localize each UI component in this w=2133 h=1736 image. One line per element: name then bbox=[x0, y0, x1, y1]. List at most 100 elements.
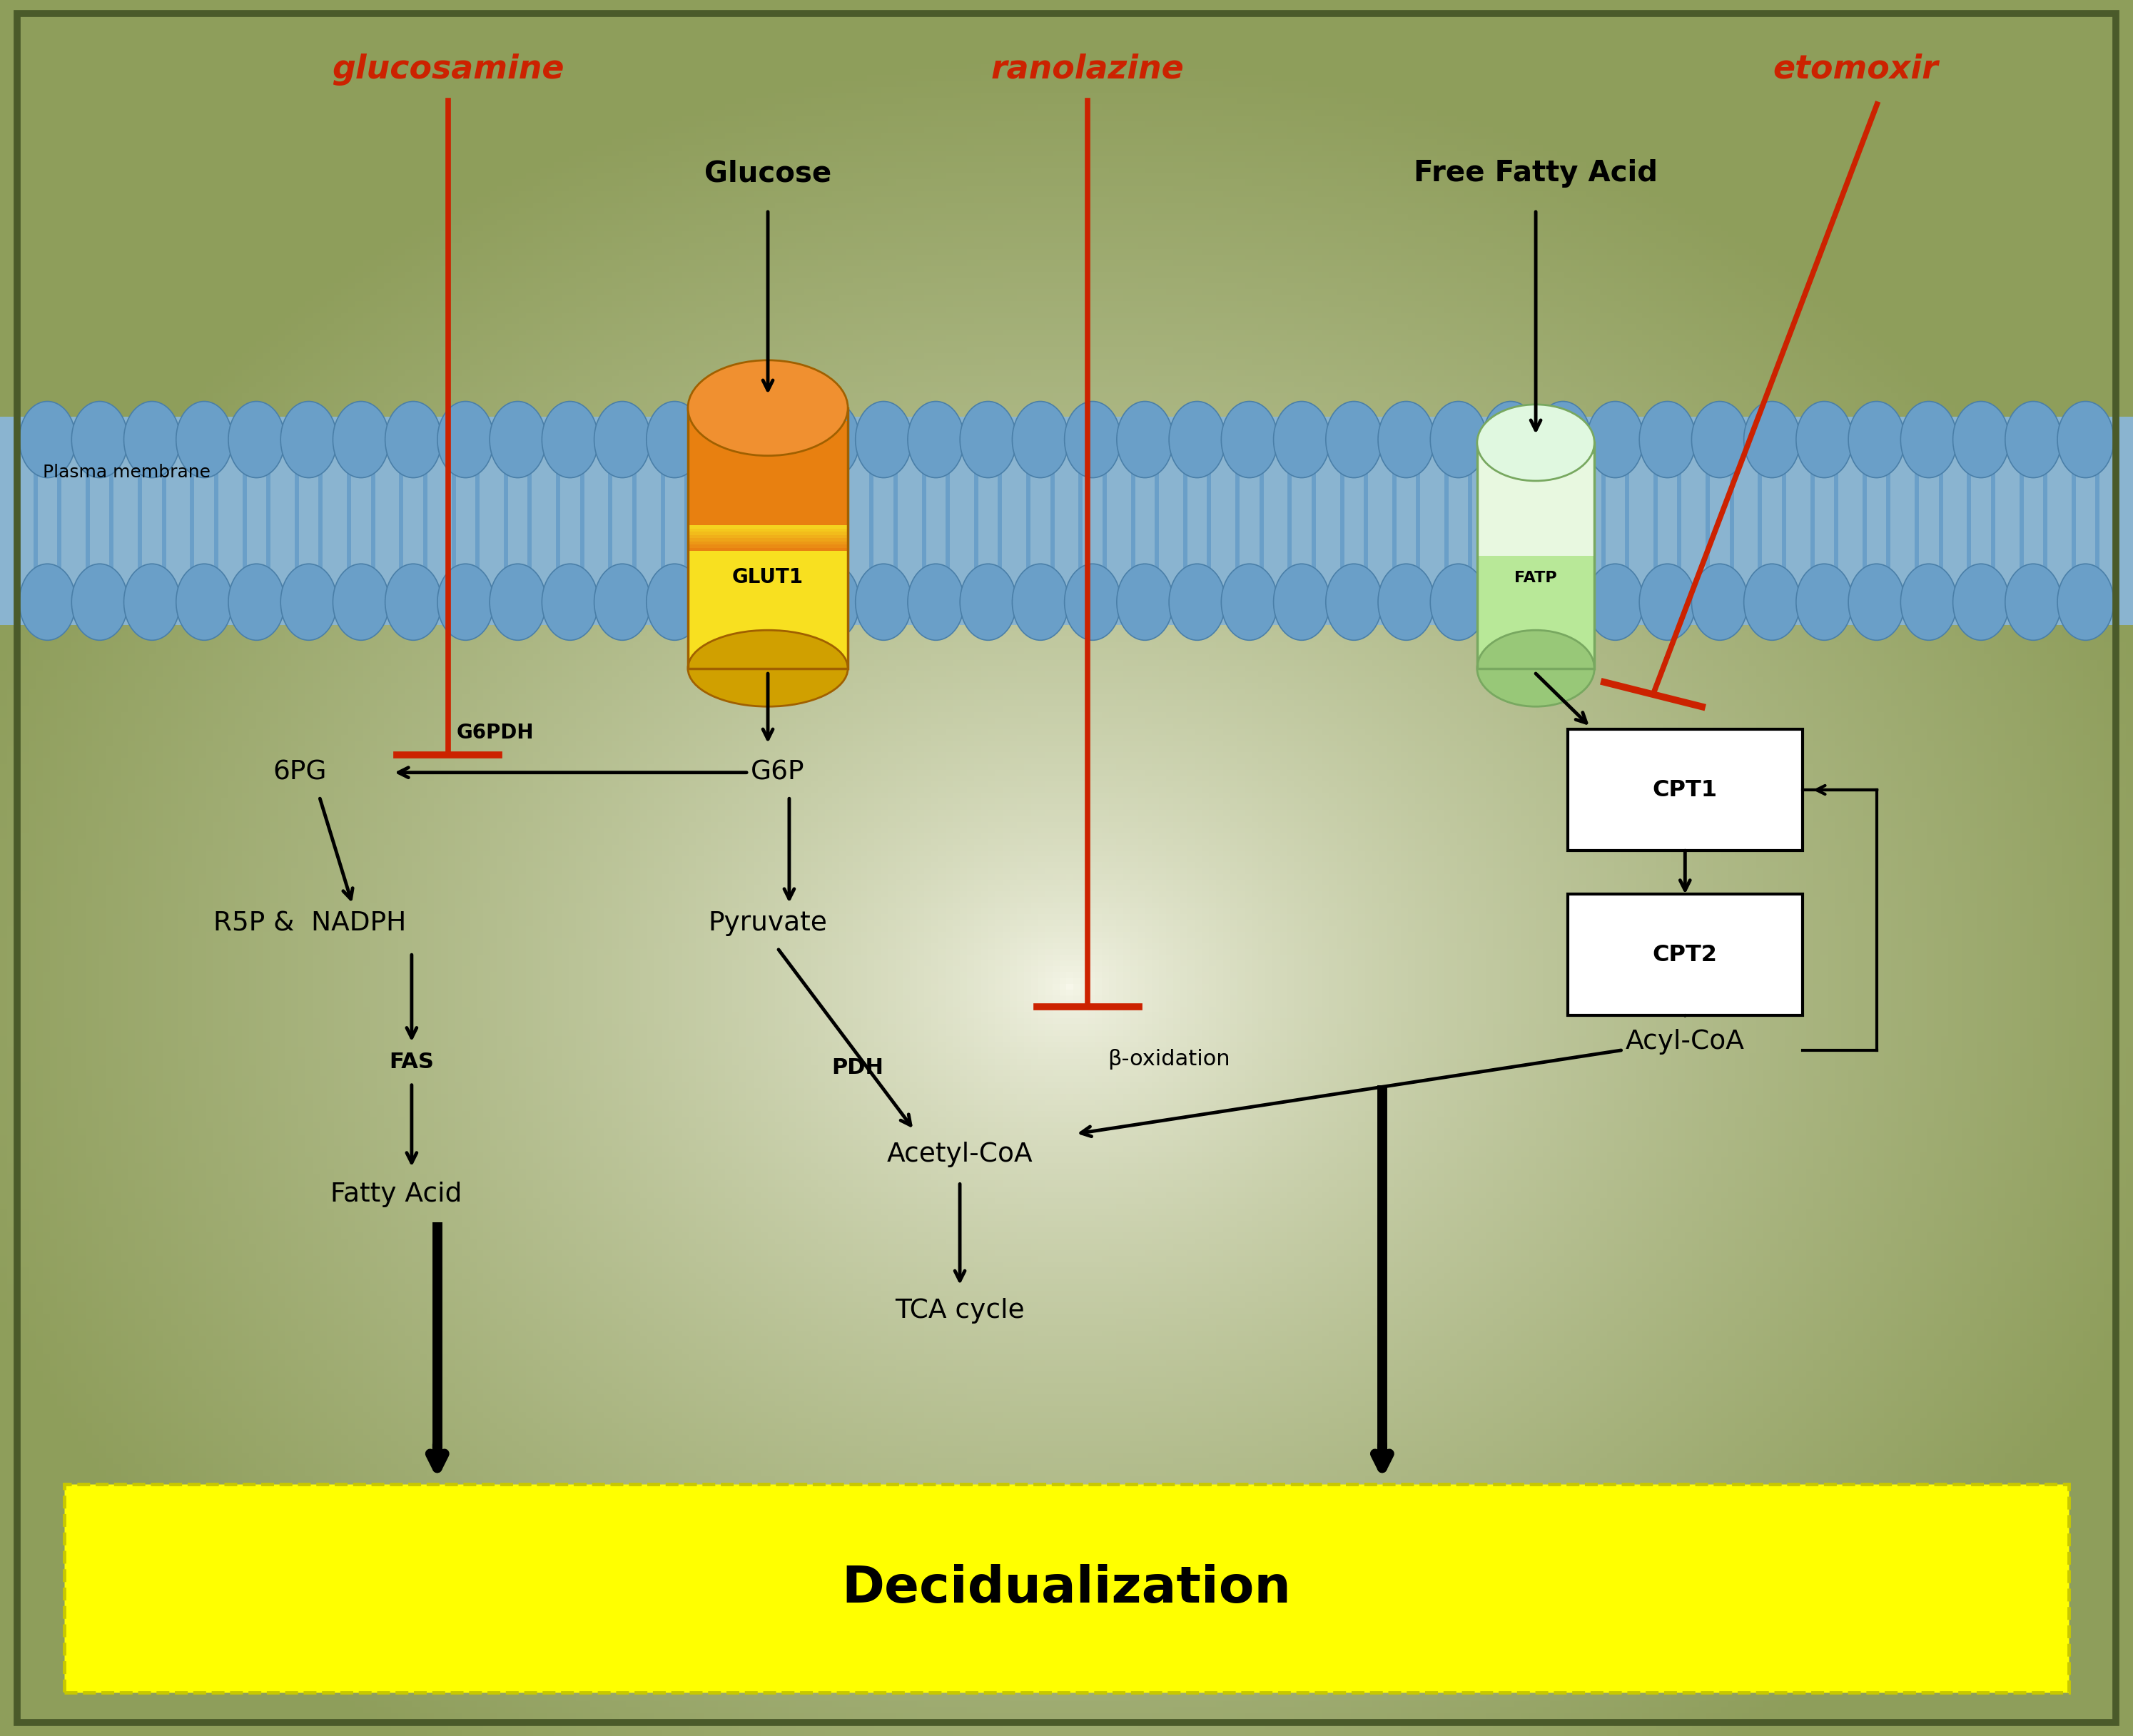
Ellipse shape bbox=[1378, 564, 1433, 641]
Ellipse shape bbox=[595, 401, 651, 477]
FancyBboxPatch shape bbox=[687, 526, 849, 668]
Ellipse shape bbox=[1536, 401, 1591, 477]
Ellipse shape bbox=[960, 401, 1015, 477]
Ellipse shape bbox=[1273, 401, 1329, 477]
Ellipse shape bbox=[1536, 564, 1591, 641]
Ellipse shape bbox=[1169, 564, 1224, 641]
Ellipse shape bbox=[1222, 564, 1278, 641]
Ellipse shape bbox=[73, 564, 128, 641]
Ellipse shape bbox=[124, 564, 179, 641]
Ellipse shape bbox=[2058, 564, 2114, 641]
Text: Glucose: Glucose bbox=[704, 160, 832, 187]
Ellipse shape bbox=[1954, 564, 2009, 641]
Ellipse shape bbox=[700, 564, 755, 641]
Text: Acyl-CoA: Acyl-CoA bbox=[1625, 1029, 1745, 1054]
Ellipse shape bbox=[646, 401, 702, 477]
Ellipse shape bbox=[1431, 401, 1487, 477]
Ellipse shape bbox=[1013, 401, 1069, 477]
Ellipse shape bbox=[19, 564, 75, 641]
Ellipse shape bbox=[646, 564, 702, 641]
Bar bbox=[687, 545, 849, 549]
Bar bbox=[1568, 894, 1802, 1016]
Ellipse shape bbox=[1849, 401, 1905, 477]
Ellipse shape bbox=[1482, 564, 1538, 641]
Bar bbox=[687, 528, 849, 531]
Bar bbox=[64, 1484, 2069, 1693]
Text: ranolazine: ranolazine bbox=[992, 54, 1184, 85]
Ellipse shape bbox=[960, 564, 1015, 641]
Ellipse shape bbox=[855, 564, 911, 641]
Ellipse shape bbox=[687, 630, 849, 707]
Ellipse shape bbox=[282, 401, 337, 477]
Text: glucosamine: glucosamine bbox=[333, 54, 563, 85]
Bar bbox=[687, 526, 849, 528]
Ellipse shape bbox=[542, 401, 597, 477]
Bar bbox=[687, 542, 849, 545]
Ellipse shape bbox=[1327, 564, 1382, 641]
Ellipse shape bbox=[1587, 401, 1642, 477]
Text: etomoxir: etomoxir bbox=[1773, 54, 1939, 85]
Ellipse shape bbox=[1745, 564, 1800, 641]
Ellipse shape bbox=[909, 401, 964, 477]
Ellipse shape bbox=[804, 401, 860, 477]
Ellipse shape bbox=[73, 401, 128, 477]
Bar bbox=[1568, 729, 1802, 851]
Text: Fatty Acid: Fatty Acid bbox=[331, 1182, 463, 1207]
Ellipse shape bbox=[1476, 630, 1595, 707]
Ellipse shape bbox=[491, 564, 546, 641]
Bar bbox=[687, 549, 849, 552]
Text: Free Fatty Acid: Free Fatty Acid bbox=[1414, 160, 1657, 187]
Ellipse shape bbox=[228, 401, 284, 477]
Ellipse shape bbox=[1587, 564, 1642, 641]
Ellipse shape bbox=[751, 564, 806, 641]
Ellipse shape bbox=[177, 401, 232, 477]
Text: R5P &  NADPH: R5P & NADPH bbox=[213, 911, 405, 936]
Ellipse shape bbox=[1901, 401, 1956, 477]
Ellipse shape bbox=[333, 564, 388, 641]
Text: CPT2: CPT2 bbox=[1653, 944, 1717, 965]
Ellipse shape bbox=[1013, 564, 1069, 641]
Ellipse shape bbox=[1064, 401, 1120, 477]
Ellipse shape bbox=[19, 401, 75, 477]
Ellipse shape bbox=[751, 401, 806, 477]
Ellipse shape bbox=[437, 401, 493, 477]
Ellipse shape bbox=[700, 401, 755, 477]
Bar bbox=[687, 538, 849, 542]
Ellipse shape bbox=[282, 564, 337, 641]
Text: G6P: G6P bbox=[751, 760, 804, 785]
FancyBboxPatch shape bbox=[1476, 453, 1595, 556]
Text: Acetyl-CoA: Acetyl-CoA bbox=[887, 1142, 1032, 1167]
Ellipse shape bbox=[1378, 401, 1433, 477]
Ellipse shape bbox=[386, 564, 442, 641]
Text: FAS: FAS bbox=[388, 1052, 435, 1073]
Text: Plasma membrane: Plasma membrane bbox=[43, 464, 211, 481]
Ellipse shape bbox=[1431, 564, 1487, 641]
Ellipse shape bbox=[1482, 401, 1538, 477]
Ellipse shape bbox=[1118, 564, 1173, 641]
FancyBboxPatch shape bbox=[1476, 545, 1595, 668]
Ellipse shape bbox=[491, 401, 546, 477]
Ellipse shape bbox=[1745, 401, 1800, 477]
Ellipse shape bbox=[1954, 401, 2009, 477]
Ellipse shape bbox=[1796, 564, 1851, 641]
FancyBboxPatch shape bbox=[687, 422, 849, 538]
Ellipse shape bbox=[1691, 564, 1747, 641]
Bar bbox=[687, 531, 849, 535]
Ellipse shape bbox=[2058, 401, 2114, 477]
Text: FATP: FATP bbox=[1514, 571, 1557, 585]
Ellipse shape bbox=[1796, 401, 1851, 477]
Ellipse shape bbox=[2005, 401, 2060, 477]
Ellipse shape bbox=[1849, 564, 1905, 641]
Ellipse shape bbox=[855, 401, 911, 477]
Ellipse shape bbox=[124, 401, 179, 477]
Ellipse shape bbox=[804, 564, 860, 641]
Bar bbox=[0, 417, 2133, 625]
Ellipse shape bbox=[2005, 564, 2060, 641]
Ellipse shape bbox=[228, 564, 284, 641]
Ellipse shape bbox=[1273, 564, 1329, 641]
Ellipse shape bbox=[1118, 401, 1173, 477]
Text: Pyruvate: Pyruvate bbox=[708, 911, 828, 936]
Text: G6PDH: G6PDH bbox=[456, 722, 533, 743]
Ellipse shape bbox=[1169, 401, 1224, 477]
Ellipse shape bbox=[1327, 401, 1382, 477]
